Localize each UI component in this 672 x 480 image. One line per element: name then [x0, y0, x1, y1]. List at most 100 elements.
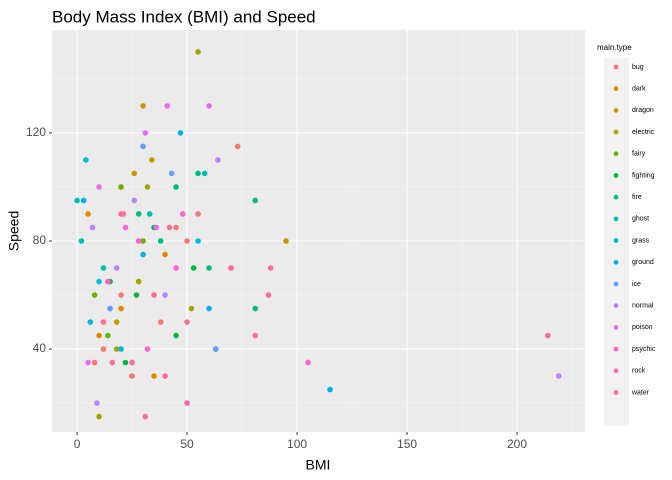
point [283, 238, 289, 244]
legend-label: water [631, 389, 650, 396]
x-tick-label: 0 [74, 437, 81, 451]
point [157, 238, 164, 244]
point [184, 400, 190, 406]
legend-key [613, 281, 619, 287]
legend-key [613, 325, 619, 330]
point [146, 211, 153, 217]
point [107, 305, 113, 312]
y-tick-label: 120 [26, 125, 46, 139]
legend-key [613, 173, 619, 178]
point [113, 265, 120, 271]
x-tick-label: 50 [180, 437, 194, 451]
point [173, 224, 179, 231]
x-axis-label: BMI [306, 457, 331, 473]
point [113, 319, 120, 325]
point [140, 103, 146, 109]
point [177, 130, 184, 136]
legend-label: fighting [632, 172, 655, 179]
legend-label: dark [632, 86, 646, 93]
legend-label: fairy [632, 151, 646, 158]
point [151, 292, 157, 298]
point [166, 224, 173, 231]
point [267, 265, 274, 271]
point [120, 211, 127, 217]
chart-title: Body Mass Index (BMI) and Speed [52, 7, 316, 26]
point [144, 184, 151, 190]
point [545, 332, 551, 339]
point [144, 346, 151, 352]
point [162, 292, 168, 298]
point [556, 373, 562, 379]
legend-label: poison [632, 324, 653, 331]
legend-key [613, 129, 619, 135]
point [252, 332, 259, 339]
point [195, 170, 201, 177]
legend-key [613, 108, 619, 113]
legend-key [613, 64, 619, 70]
point [87, 319, 94, 325]
point [168, 170, 175, 177]
point [133, 292, 140, 298]
point [74, 197, 80, 204]
point [234, 143, 241, 150]
point [151, 373, 157, 379]
point [131, 170, 138, 177]
point [135, 238, 142, 244]
point [184, 238, 190, 244]
point [91, 292, 98, 298]
point [188, 305, 195, 312]
point [252, 305, 259, 312]
point [100, 265, 107, 271]
point [201, 170, 208, 177]
legend-key [613, 151, 619, 157]
point [206, 103, 212, 109]
legend-key [613, 194, 619, 200]
point [206, 305, 212, 312]
point [179, 211, 186, 217]
point [118, 305, 124, 312]
point [305, 359, 311, 366]
point [215, 157, 221, 163]
point [142, 413, 149, 420]
point [252, 197, 259, 204]
point [195, 49, 201, 55]
point [153, 224, 160, 231]
point [265, 292, 272, 298]
legend-key [613, 238, 619, 244]
point [195, 238, 201, 244]
legend-key [613, 368, 619, 374]
point [135, 278, 142, 285]
point [157, 319, 164, 325]
legend-label: normal [632, 303, 654, 310]
legend-label: bug [632, 64, 644, 71]
legend-key [613, 390, 619, 395]
point [162, 251, 168, 258]
legend-title: main.type [597, 43, 632, 52]
point [129, 359, 135, 366]
point [206, 265, 212, 271]
x-tick-label: 200 [507, 437, 527, 451]
point [96, 184, 102, 190]
legend-label: ghost [632, 216, 649, 223]
point [91, 359, 98, 366]
legend-label: electric [632, 129, 655, 136]
point [173, 332, 179, 339]
point [173, 184, 179, 190]
point [105, 278, 111, 285]
legend-key [613, 346, 619, 352]
x-tick-label: 150 [397, 437, 417, 451]
legend-label: fire [632, 194, 642, 201]
legend-key [613, 86, 619, 92]
point [140, 251, 146, 258]
point [162, 373, 168, 379]
point [85, 359, 91, 366]
legend-label: ground [632, 259, 654, 266]
point [94, 400, 100, 406]
legend-key [613, 216, 619, 222]
point [89, 224, 96, 231]
point [122, 224, 129, 231]
point [140, 238, 146, 244]
legend-label: dragon [632, 107, 654, 114]
point [118, 184, 124, 190]
